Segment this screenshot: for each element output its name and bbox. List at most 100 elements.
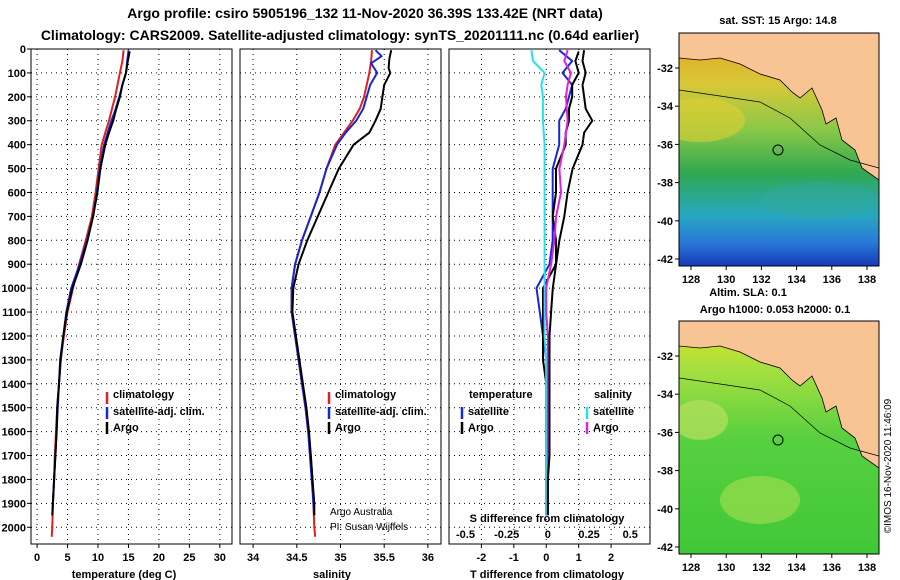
map-y-tick-label: -40 (657, 216, 673, 228)
y-tick-label: 1100 (2, 307, 26, 319)
x-tick-label: 20 (153, 552, 165, 564)
map-x-tick-label: 128 (682, 562, 700, 574)
y-tick-label: 1400 (2, 379, 26, 391)
s-tick-label: 0 (545, 529, 551, 541)
salinity-legend: climatology satellite-adj. clim. Argo (327, 389, 427, 434)
y-tick-label: 300 (8, 116, 26, 128)
sla-high-patch (679, 400, 728, 440)
legend-title-salinity: salinity (594, 389, 633, 401)
legend-label-climatology: climatology (113, 389, 175, 401)
y-tick-label: 900 (8, 259, 26, 271)
series-line-satellite-adj-clim- (290, 49, 383, 516)
map-y-tick-label: -38 (657, 178, 673, 190)
x-tick-label: 36 (422, 552, 434, 564)
map-y-tick-label: -32 (657, 63, 673, 75)
x-tick-label: 15 (122, 552, 134, 564)
temperature-xlabel: temperature (deg C) (72, 569, 177, 580)
float-position-marker (772, 434, 784, 446)
x-tick-label: 34.5 (286, 552, 307, 564)
land-mass (679, 321, 879, 469)
series-line-satellite-adj-clim- (51, 50, 130, 516)
sst-map-title: sat. SST: 15 Argo: 14.8 (719, 15, 837, 27)
x-tick-label: -2 (477, 552, 487, 564)
temperature-axes-frame (30, 48, 233, 545)
sla-map: Altim. SLA: 0.1 Argo h1000: 0.053 h2000:… (657, 287, 880, 574)
s-difference-xlabel: S difference from climatology (470, 513, 626, 525)
legend-label-s-satellite: satellite (593, 406, 634, 418)
legend-label-satellite: satellite-adj. clim. (335, 406, 427, 418)
series-line-climatology (290, 50, 373, 537)
sst-warm-patch (679, 98, 745, 142)
x-tick-label: 35 (334, 552, 346, 564)
sla-map-title-1: Altim. SLA: 0.1 (709, 287, 787, 299)
sst-map-frame (678, 32, 880, 267)
legend-label-t-argo: Argo (468, 422, 494, 434)
title-line-1: Argo profile: csiro 5905196_132 11-Nov-2… (127, 5, 602, 21)
sst-map: sat. SST: 15 Argo: 14.8 128 130 132 134 136 1… (657, 15, 880, 286)
y-tick-label: 1200 (2, 331, 26, 343)
annotation-line-2: PI: Susan Wijffels (330, 522, 408, 533)
y-tick-label: 1800 (2, 474, 26, 486)
map-y-tick-label: -32 (657, 351, 673, 363)
t-difference-xlabel: T difference from climatology (470, 569, 625, 580)
sla-map-title-2: Argo h1000: 0.053 h2000: 0.1 (700, 304, 850, 316)
map-x-tick-label: 132 (752, 562, 770, 574)
series-line-argo (51, 51, 131, 516)
y-tick-label: 1500 (2, 403, 26, 415)
series-line-argo (291, 49, 393, 516)
y-tick-label: 2000 (2, 522, 26, 534)
legend-label-argo: Argo (335, 422, 361, 434)
shelf-contour (679, 377, 879, 457)
legend-title-temperature: temperature (469, 389, 533, 401)
map-y-tick-label: -34 (657, 389, 674, 401)
difference-panel: -2 -1 0 1 2 -0.5 -0.25 0 0.25 0.5 S difference f… (448, 48, 651, 580)
x-tick-label: 0 (543, 552, 549, 564)
temperature-panel: 0100200300400500600700800900100011001200… (2, 44, 233, 580)
map-x-tick-label: 132 (752, 274, 770, 286)
series-line-salinity-satellite (530, 50, 548, 516)
sst-cool-patch (760, 182, 879, 218)
legend-label-climatology: climatology (335, 389, 397, 401)
y-tick-label: 1900 (2, 498, 26, 510)
map-y-tick-label: -42 (657, 542, 673, 554)
y-tick-label: 1700 (2, 451, 26, 463)
title-line-2: Climatology: CARS2009. Satellite-adjuste… (41, 27, 639, 43)
x-tick-label: 2 (608, 552, 614, 564)
x-tick-label: -1 (509, 552, 519, 564)
y-tick-label: 1600 (2, 427, 26, 439)
y-tick-label: 100 (8, 68, 26, 80)
map-y-tick-label: -38 (657, 466, 673, 478)
x-tick-label: 5 (64, 552, 70, 564)
difference-legend: temperature salinity satellite Argo sate… (460, 389, 634, 434)
x-tick-label: 0 (34, 552, 40, 564)
x-tick-label: 34 (247, 552, 260, 564)
y-tick-label: 400 (8, 140, 26, 152)
map-y-tick-label: -34 (657, 101, 674, 113)
legend-label-satellite: satellite-adj. clim. (113, 406, 205, 418)
map-x-tick-label: 128 (682, 274, 700, 286)
temperature-legend: climatology satellite-adj. clim. Argo (105, 389, 205, 434)
y-tick-label: 0 (20, 44, 26, 56)
annotation-line-1: Argo Australia (330, 507, 393, 518)
map-y-tick-label: -36 (657, 139, 673, 151)
map-x-tick-label: 130 (717, 562, 735, 574)
land-mass (679, 33, 879, 181)
map-y-tick-label: -36 (657, 427, 673, 439)
shelf-contour (679, 89, 879, 169)
difference-axes-frame (448, 48, 651, 545)
y-tick-label: 200 (8, 92, 26, 104)
legend-label-argo: Argo (113, 422, 139, 434)
x-tick-label: 10 (92, 552, 104, 564)
legend-label-s-argo: Argo (593, 422, 619, 434)
copyright-stamp: ©IMOS 16-Nov-2020 11:46:09 (883, 398, 894, 533)
s-tick-label: -0.25 (494, 529, 519, 541)
y-tick-label: 1300 (2, 355, 26, 367)
y-tick-label: 700 (8, 211, 26, 223)
map-x-tick-label: 134 (787, 562, 806, 574)
sla-high-patch (720, 476, 800, 524)
legend-label-t-satellite: satellite (468, 406, 509, 418)
y-tick-label: 800 (8, 235, 26, 247)
salinity-panel: 34 34.5 35 35.5 36 salinity climatology sate… (239, 48, 442, 580)
s-tick-label: -0.5 (456, 529, 475, 541)
